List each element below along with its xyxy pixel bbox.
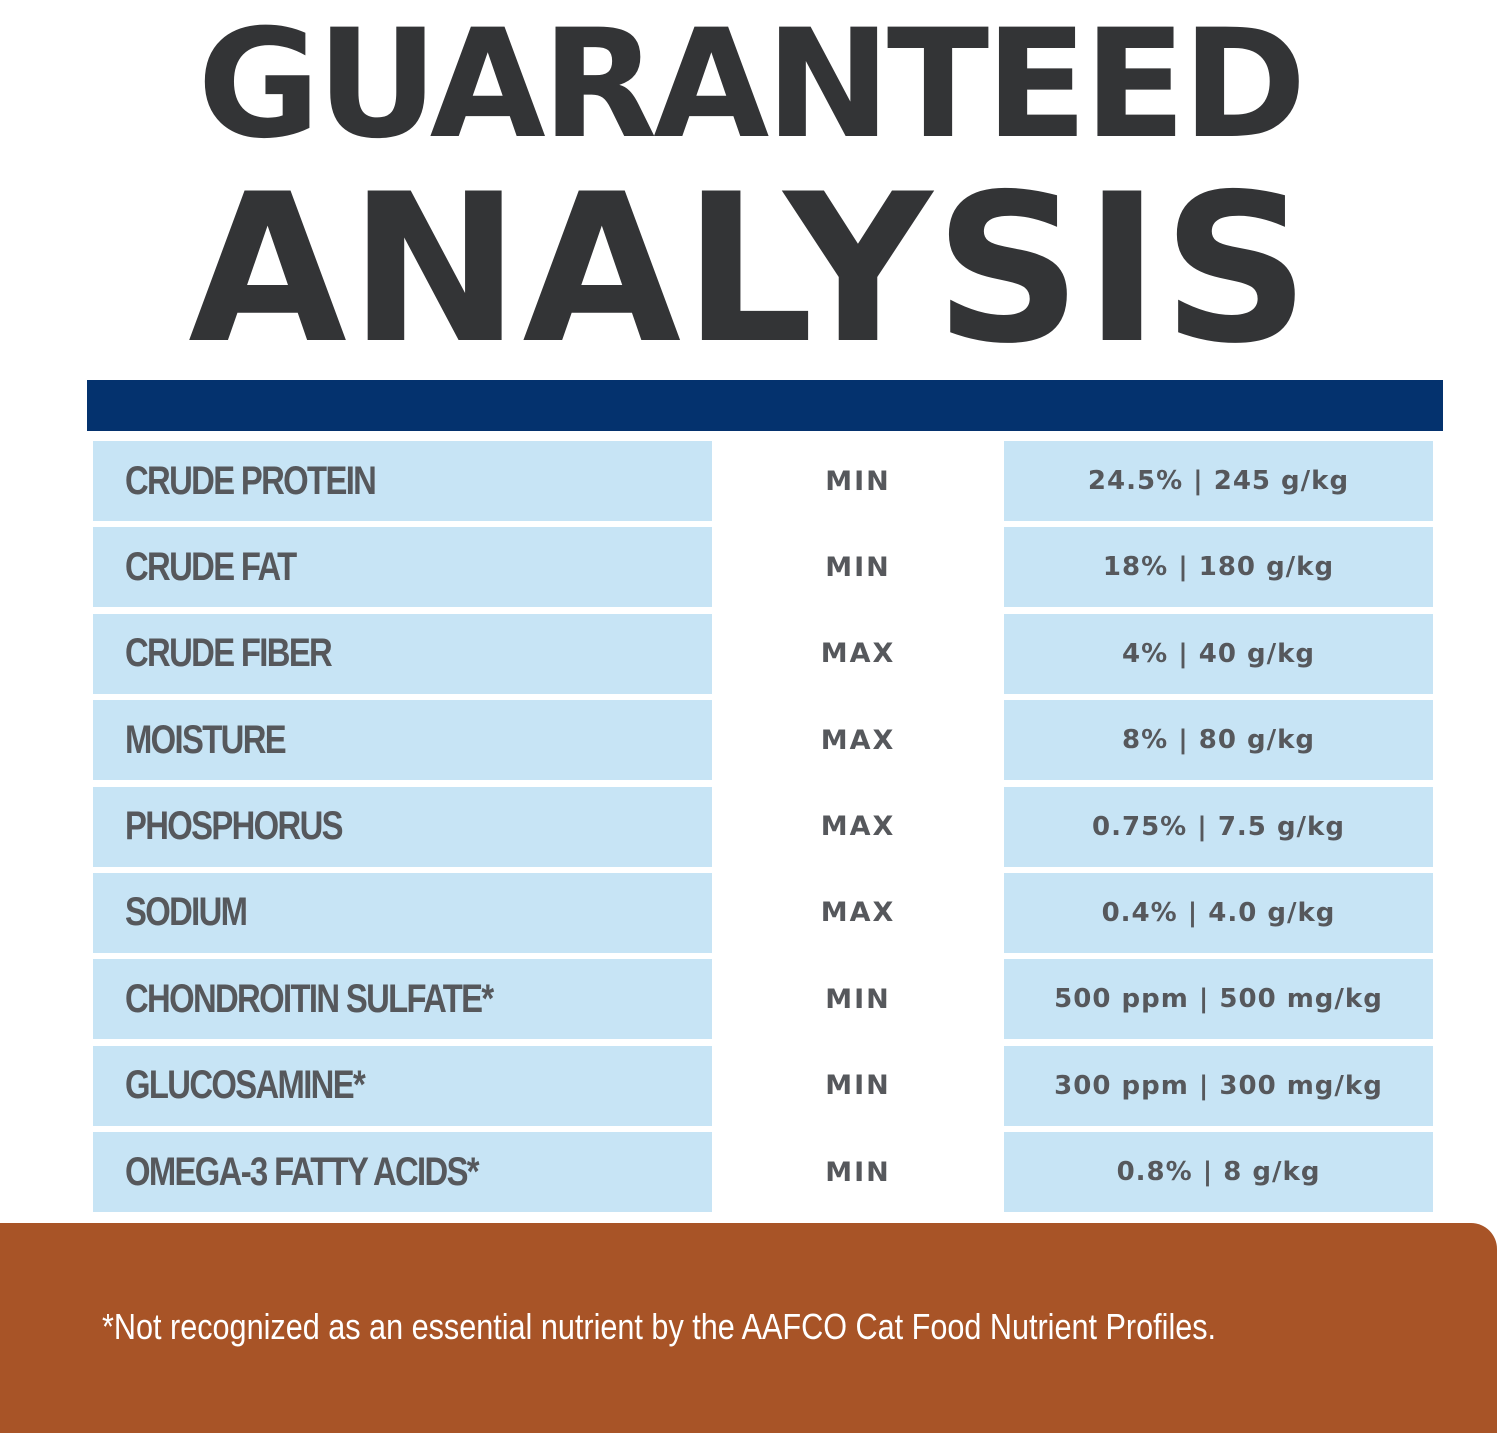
table-row: PHOSPHORUS MAX 0.75% | 7.5 g/kg [93, 786, 1433, 867]
value-cell: 0.8% | 8 g/kg [1004, 1132, 1433, 1213]
table-row: GLUCOSAMINE* MIN 300 ppm | 300 mg/kg [93, 1045, 1433, 1126]
value-cell: 300 ppm | 300 mg/kg [1004, 1045, 1433, 1126]
nutrient-name-cell: CRUDE FIBER [93, 613, 712, 694]
table-row: SODIUM MAX 0.4% | 4.0 g/kg [93, 872, 1433, 953]
nutrient-name: OMEGA-3 FATTY ACIDS* [125, 1149, 480, 1194]
table-row: CRUDE FIBER MAX 4% | 40 g/kg [93, 613, 1433, 694]
qualifier-cell: MIN [825, 551, 891, 583]
qualifier-cell: MIN [825, 1070, 891, 1102]
qualifier-cell: MAX [820, 897, 896, 929]
value-cell: 4% | 40 g/kg [1004, 613, 1433, 694]
footnote-text: *Not recognized as an essential nutrient… [102, 1306, 1217, 1347]
nutrient-name-cell: GLUCOSAMINE* [93, 1045, 712, 1126]
nutrient-name-cell: CRUDE FAT [93, 527, 712, 608]
table-row: OMEGA-3 FATTY ACIDS* MIN 0.8% | 8 g/kg [93, 1132, 1433, 1213]
table-row: MOISTURE MAX 8% | 80 g/kg [93, 700, 1433, 781]
nutrient-name-cell: PHOSPHORUS [93, 786, 712, 867]
nutrient-name: CRUDE FIBER [125, 631, 333, 676]
nutrient-name-cell: MOISTURE [93, 700, 712, 781]
value-cell: 500 ppm | 500 mg/kg [1004, 959, 1433, 1040]
qualifier-cell: MAX [820, 724, 896, 756]
footer-banner [0, 1223, 1497, 1433]
table-row: CRUDE FAT MIN 18% | 180 g/kg [93, 527, 1433, 608]
qualifier-cell: MIN [825, 1156, 891, 1188]
guaranteed-analysis-table: CRUDE PROTEIN MIN 24.5% | 245 g/kg CRUDE… [93, 441, 1433, 1219]
nutrient-name: SODIUM [125, 890, 248, 935]
value-cell: 18% | 180 g/kg [1004, 527, 1433, 608]
qualifier-cell: MAX [820, 811, 896, 843]
nutrient-name-cell: CRUDE PROTEIN [93, 441, 712, 521]
value-cell: 0.75% | 7.5 g/kg [1004, 786, 1433, 867]
nutrient-name: PHOSPHORUS [125, 804, 344, 849]
page-title-line-1: GUARANTEED [197, 0, 1306, 172]
header-divider-bar [87, 380, 1443, 431]
nutrient-name: MOISTURE [125, 717, 287, 762]
qualifier-cell: MAX [820, 638, 896, 670]
nutrient-name-cell: SODIUM [93, 872, 712, 953]
value-cell: 8% | 80 g/kg [1004, 700, 1433, 781]
nutrient-name-cell: OMEGA-3 FATTY ACIDS* [93, 1132, 712, 1213]
table-row: CRUDE PROTEIN MIN 24.5% | 245 g/kg [93, 441, 1433, 521]
value-cell: 0.4% | 4.0 g/kg [1004, 872, 1433, 953]
qualifier-cell: MIN [825, 465, 891, 497]
table-row: CHONDROITIN SULFATE* MIN 500 ppm | 500 m… [93, 959, 1433, 1040]
nutrient-name: CHONDROITIN SULFATE* [125, 976, 494, 1021]
page-title-line-2: ANALYSIS [188, 151, 1312, 389]
nutrient-name: CRUDE PROTEIN [125, 458, 377, 503]
value-cell: 24.5% | 245 g/kg [1004, 441, 1433, 521]
nutrient-name: CRUDE FAT [125, 544, 297, 589]
nutrient-name: GLUCOSAMINE* [125, 1063, 366, 1108]
nutrient-name-cell: CHONDROITIN SULFATE* [93, 959, 712, 1040]
qualifier-cell: MIN [825, 983, 891, 1015]
